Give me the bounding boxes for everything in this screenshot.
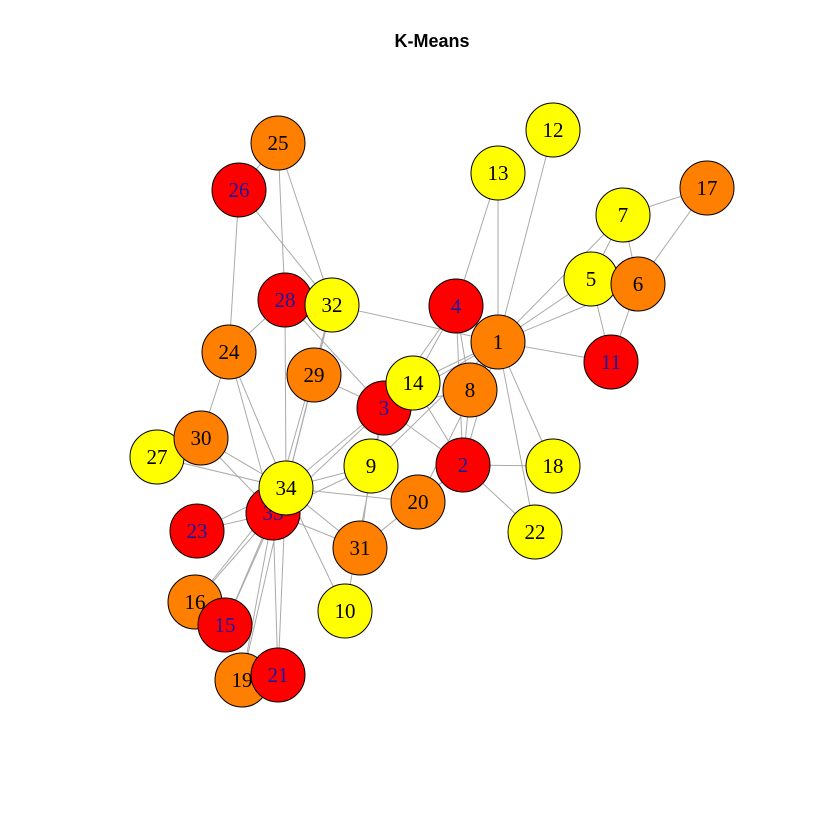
node-label: 22	[525, 520, 546, 544]
node-label: 26	[229, 178, 250, 202]
node-label: 24	[219, 340, 241, 364]
node-label: 5	[586, 267, 597, 291]
node-28: 28	[258, 273, 312, 327]
node-label: 10	[335, 599, 356, 623]
node-label: 20	[408, 490, 429, 514]
node-17: 17	[680, 161, 734, 215]
node-5: 5	[564, 252, 618, 306]
node-label: 31	[350, 536, 371, 560]
node-label: 3	[379, 396, 390, 420]
chart-title: K-Means	[394, 31, 469, 51]
node-label: 18	[543, 454, 564, 478]
node-7: 7	[596, 188, 650, 242]
node-6: 6	[611, 257, 665, 311]
node-label: 14	[403, 371, 425, 395]
node-label: 8	[465, 378, 476, 402]
node-12: 12	[526, 103, 580, 157]
node-label: 11	[601, 350, 621, 374]
node-label: 34	[276, 476, 298, 500]
node-label: 9	[366, 454, 377, 478]
node-label: 27	[147, 445, 168, 469]
node-label: 30	[191, 426, 212, 450]
node-label: 28	[275, 288, 296, 312]
node-29: 29	[287, 348, 341, 402]
node-label: 15	[215, 613, 236, 637]
node-label: 29	[304, 363, 325, 387]
node-32: 32	[305, 278, 359, 332]
node-label: 6	[633, 272, 644, 296]
node-34: 34	[259, 461, 313, 515]
node-20: 20	[391, 475, 445, 529]
node-15: 15	[198, 598, 252, 652]
node-21: 21	[251, 648, 305, 702]
edge-1-22	[498, 342, 535, 532]
node-label: 13	[488, 161, 509, 185]
node-8: 8	[443, 363, 497, 417]
node-26: 26	[212, 163, 266, 217]
node-label: 32	[322, 293, 343, 317]
node-label: 25	[268, 131, 289, 155]
node-label: 12	[543, 118, 564, 142]
edge-28-34	[285, 300, 286, 488]
node-25: 25	[251, 116, 305, 170]
node-10: 10	[318, 584, 372, 638]
node-label: 17	[697, 176, 718, 200]
node-14: 14	[386, 356, 440, 410]
node-18: 18	[526, 439, 580, 493]
node-label: 4	[451, 294, 462, 318]
node-label: 1	[493, 330, 504, 354]
node-4: 4	[429, 279, 483, 333]
node-label: 2	[458, 453, 469, 477]
node-1: 1	[471, 315, 525, 369]
node-2: 2	[436, 438, 490, 492]
node-11: 11	[584, 335, 638, 389]
node-label: 7	[618, 203, 629, 227]
node-13: 13	[471, 146, 525, 200]
node-22: 22	[508, 505, 562, 559]
node-31: 31	[333, 521, 387, 575]
node-24: 24	[202, 325, 256, 379]
edge-3-10	[345, 408, 384, 611]
node-9: 9	[344, 439, 398, 493]
node-label: 19	[232, 668, 253, 692]
node-label: 21	[268, 663, 289, 687]
node-23: 23	[170, 504, 224, 558]
node-label: 23	[187, 519, 208, 543]
node-30: 30	[174, 411, 228, 465]
